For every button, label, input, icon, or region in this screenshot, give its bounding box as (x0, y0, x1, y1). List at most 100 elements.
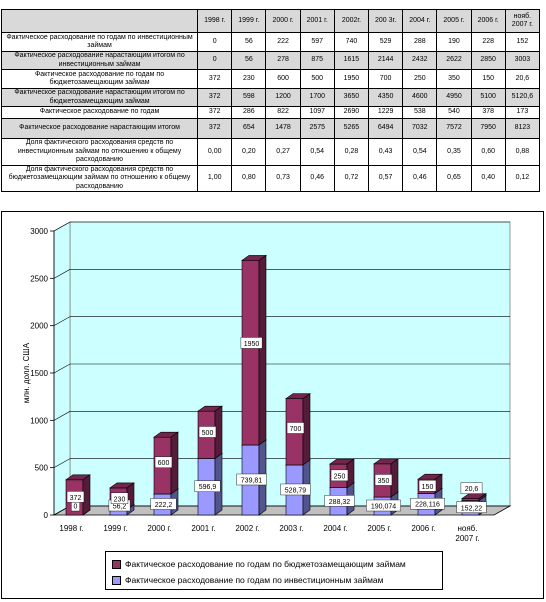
data-label-budget: 700 (290, 426, 302, 433)
table-cell: 1097 (299, 106, 335, 119)
data-label-investment: 528,79 (285, 487, 307, 494)
table-cell: 8123 (504, 118, 541, 139)
legend-swatch-budget (112, 559, 121, 569)
table-cell: 3650 (333, 88, 370, 107)
data-table: 1998 г. 1999 г. 2000 г. 2001 г. 2002г. 2… (0, 9, 541, 192)
header-cell: 200 3г. (368, 9, 404, 33)
table-cell: 228 (470, 32, 506, 52)
data-label-investment-box (324, 495, 355, 507)
row-label: Доля фактического расходования средств п… (0, 138, 199, 166)
table-cell: 372 (197, 88, 233, 107)
table-cell: 230 (231, 69, 267, 89)
table-cell: 6494 (368, 118, 404, 139)
table-cell: 598 (231, 88, 267, 107)
data-label-investment: 56,2 (113, 504, 127, 511)
data-label-investment: 152,22 (461, 505, 483, 512)
header-cell: нояб. 2007 г. (504, 9, 541, 33)
table-cell: 0,35 (436, 138, 472, 166)
legend-item-investment: Фактическое расходование по годам по инв… (112, 574, 384, 586)
x-tick-label: нояб. (457, 524, 477, 533)
y-tick-label: 1500 (30, 369, 48, 378)
data-label-investment: 222,2 (155, 502, 173, 509)
table-cell: 538 (402, 106, 438, 119)
table-cell: 5120,6 (504, 88, 541, 107)
table-cell: 1229 (368, 106, 404, 119)
data-label-investment: 596,9 (199, 484, 217, 491)
data-label-budget: 500 (202, 430, 214, 437)
table-cell: 190 (436, 32, 472, 52)
table-cell: 0,88 (504, 138, 541, 166)
data-label-budget-box (286, 422, 305, 434)
table-cell: 0,40 (470, 164, 506, 192)
table-cell: 0,73 (265, 164, 301, 192)
table-cell: 2432 (402, 51, 438, 70)
table-cell: 0,72 (333, 164, 370, 192)
table-cell: 288 (402, 32, 438, 52)
table-row: Фактическое расходование нарастающим ито… (0, 88, 541, 107)
data-label-budget-box (330, 469, 349, 482)
table-cell: 222 (265, 32, 301, 52)
table-cell: 1700 (299, 88, 335, 107)
y-tick-label: 2000 (30, 322, 48, 331)
table-cell: 1478 (265, 118, 301, 139)
header-cell: 1999 г. (231, 9, 267, 33)
y-tick-label: 0 (44, 511, 49, 520)
table-cell: 0,54 (402, 138, 438, 166)
header-cell: 2000 г. (265, 9, 301, 33)
table-cell: 372 (197, 69, 233, 89)
table-cell: 1950 (333, 69, 370, 89)
table-cell: 0,46 (299, 164, 335, 192)
table-cell: 529 (368, 32, 404, 52)
bar-budget (373, 458, 399, 498)
legend-item-budget: Фактическое расходование по годам по бюд… (112, 558, 406, 570)
table-cell: 2575 (299, 118, 335, 139)
table-cell: 1200 (265, 88, 301, 107)
bar-budget-side (170, 431, 179, 495)
data-label-investment: 0 (74, 504, 78, 511)
table-cell: 152 (504, 32, 541, 52)
gridline (53, 458, 510, 468)
data-label-investment: 228,116 (415, 502, 440, 509)
data-label-budget-box (154, 456, 173, 468)
x-tick-label: 2007 г. (455, 534, 479, 543)
data-label-budget: 150 (422, 484, 434, 491)
x-tick-label: 1999 г. (103, 524, 127, 533)
x-tick-label: 2005 г. (367, 524, 391, 533)
table-cell: 0,60 (470, 138, 506, 166)
data-label-investment: 739,81 (241, 477, 263, 484)
data-label-budget: 230 (114, 496, 126, 503)
bar-budget-side (302, 393, 311, 466)
bar-budget-front (241, 260, 260, 446)
gridline (53, 363, 510, 374)
table-cell: 822 (265, 106, 301, 119)
table-cell: 278 (265, 51, 301, 70)
table-cell: 875 (299, 51, 335, 70)
table-cell: 350 (436, 69, 472, 89)
bar-budget-side (390, 458, 399, 498)
y-axis-label: млн. долл. США (22, 342, 31, 403)
gridline (53, 221, 510, 232)
table-row: Фактическое расходование по годам по бюд… (0, 69, 541, 89)
table-cell: 4350 (368, 88, 404, 107)
bar-budget (461, 493, 487, 502)
legend-swatch-investment (112, 575, 121, 585)
header-cell: 1998 г. (197, 9, 233, 33)
data-label-budget-box (418, 480, 437, 492)
chart-frame: 0 500 1000 1500 2000 2500 3000 млн. долл. США 0 3… (1, 211, 544, 599)
table-cell: 0,27 (265, 138, 301, 166)
x-tick-label: 2001 г. (191, 524, 215, 533)
table-cell: 654 (231, 118, 267, 139)
data-label-budget-box (66, 491, 85, 503)
x-tick-label: 2000 г. (147, 524, 171, 533)
table-cell: 0,20 (231, 138, 267, 166)
x-tick-label: 2004 г. (323, 524, 347, 533)
x-tick-label: 2006 г. (411, 524, 435, 533)
table-cell: 20,6 (504, 69, 541, 89)
table-cell: 1615 (333, 51, 370, 70)
table-cell: 0,65 (436, 164, 472, 192)
table-cell: 0,46 (402, 164, 438, 192)
data-label-investment-box (236, 473, 267, 486)
row-label: Фактическое расходование по годам по инв… (0, 32, 199, 52)
y-tick-label: 500 (35, 464, 49, 473)
table-cell: 540 (436, 106, 472, 119)
